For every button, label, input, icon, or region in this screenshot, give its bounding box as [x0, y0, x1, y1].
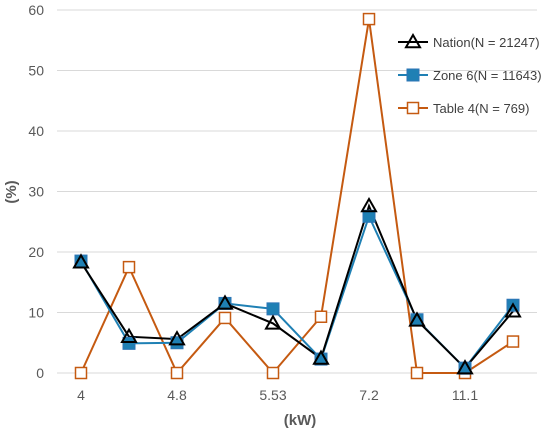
- legend-marker-2: [406, 101, 420, 115]
- data-point-2-7: [410, 366, 424, 380]
- legend-label-1: Zone 6(N = 11643): [433, 68, 542, 83]
- x-tick-label-2: 4.8: [167, 387, 187, 403]
- data-point-0-5: [312, 349, 330, 365]
- y-tick-label-6: 60: [28, 2, 44, 18]
- x-axis-title: (kW): [284, 412, 317, 429]
- data-point-2-2: [170, 366, 184, 380]
- data-point-1-4: [266, 302, 280, 316]
- data-point-2-0: [74, 366, 88, 380]
- series-2: [80, 18, 514, 375]
- y-axis-title: (%): [3, 180, 20, 203]
- y-tick-label-2: 20: [28, 244, 44, 260]
- legend-label-2: Table 4(N = 769): [433, 101, 529, 116]
- y-axis-ticks: 0 10 20 30 40 50 60: [28, 2, 44, 381]
- data-point-0-7: [408, 311, 426, 327]
- legend-label-0: Nation(N = 21247): [433, 35, 540, 50]
- y-tick-label-1: 10: [28, 305, 44, 321]
- y-tick-label-0: 0: [36, 365, 44, 381]
- grid-lines: [57, 9, 537, 374]
- data-point-0-2: [168, 330, 186, 346]
- series-layer: [72, 12, 522, 380]
- y-tick-label-5: 50: [28, 63, 44, 79]
- data-point-2-5: [314, 310, 328, 323]
- data-point-0-3: [216, 294, 234, 310]
- data-point-2-1: [122, 260, 136, 274]
- x-tick-label-4: 5.53: [259, 387, 286, 403]
- x-axis-ticks: 4 4.8 5.53 7.2 11.1: [77, 387, 478, 403]
- data-point-2-3: [218, 311, 232, 325]
- legend-entry-1: Zone 6(N = 11643): [398, 68, 542, 83]
- legend-marker-0: [404, 32, 422, 49]
- legend-marker-1: [406, 68, 420, 82]
- x-tick-label-8: 11.1: [452, 387, 478, 403]
- data-point-1-1: [122, 336, 136, 350]
- legend: Nation(N = 21247) Zone 6(N = 11643) Table …: [398, 32, 542, 116]
- y-tick-label-4: 40: [28, 123, 44, 139]
- data-point-0-6: [360, 197, 378, 213]
- data-point-2-9: [506, 335, 520, 348]
- data-point-0-8: [456, 359, 474, 375]
- legend-entry-2: Table 4(N = 769): [398, 101, 529, 116]
- data-point-0-1: [120, 327, 138, 343]
- legend-entry-0: Nation(N = 21247): [398, 32, 540, 50]
- data-point-0-9: [504, 302, 522, 318]
- x-tick-label-6: 7.2: [359, 387, 379, 403]
- data-point-0-0: [72, 253, 90, 269]
- series-0: [80, 203, 514, 370]
- series-markers-1: [74, 209, 520, 375]
- series-markers-0: [72, 197, 522, 375]
- series-line-2: [80, 18, 514, 375]
- series-line-0: [80, 203, 514, 370]
- data-point-2-4: [266, 366, 280, 380]
- data-point-2-6: [362, 12, 376, 26]
- y-tick-label-3: 30: [28, 184, 44, 200]
- x-tick-label-0: 4: [77, 387, 85, 403]
- data-point-0-4: [264, 314, 282, 330]
